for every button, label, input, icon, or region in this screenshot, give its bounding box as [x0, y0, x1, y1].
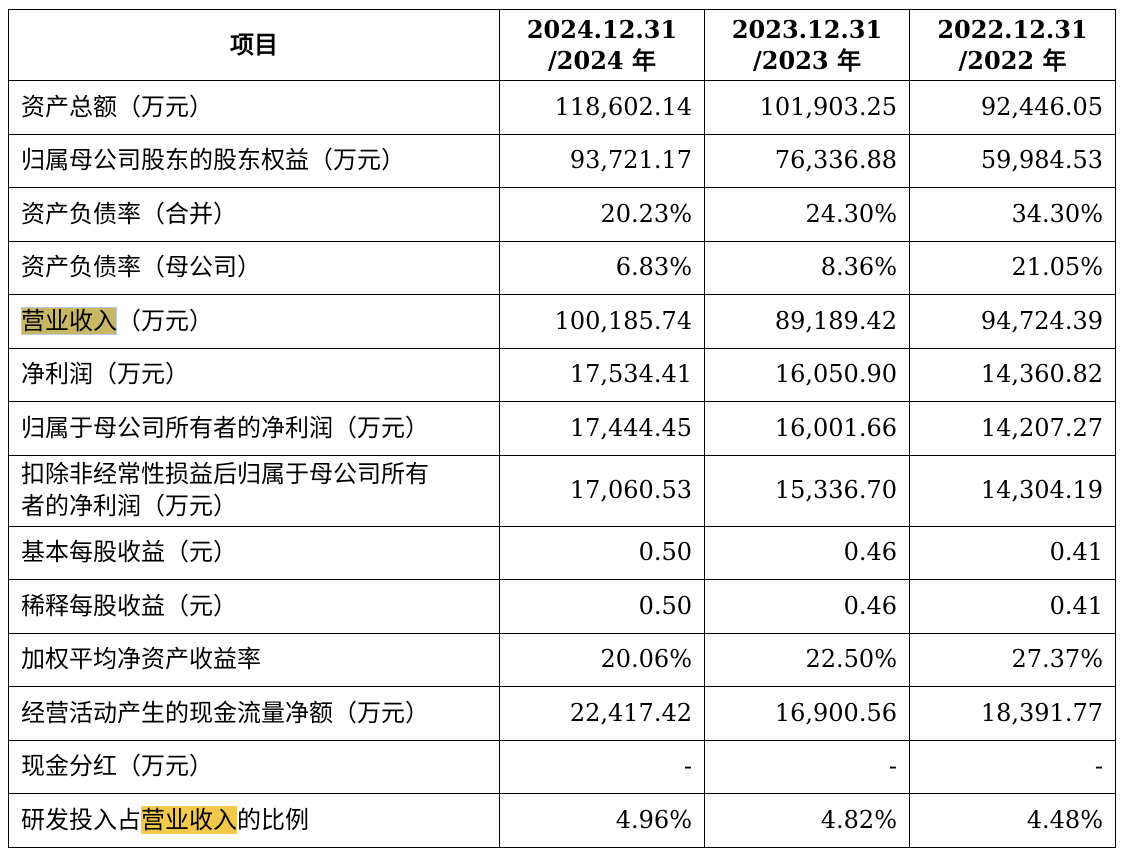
value-2024: 20.23% — [499, 187, 705, 242]
row-label: 资产总额（万元） — [8, 80, 500, 135]
table-row: 资产负债率（母公司） 6.83% 8.36% 21.05% — [8, 240, 1116, 295]
value-2024: 20.06% — [499, 632, 705, 687]
value-2022: 34.30% — [909, 187, 1116, 242]
table-row: 资产负债率（合并） 20.23% 24.30% 34.30% — [8, 187, 1116, 242]
value-2023: - — [704, 739, 910, 794]
table-row: 资产总额（万元） 118,602.14 101,903.25 92,446.05 — [8, 80, 1116, 135]
value-2023: 22.50% — [704, 632, 910, 687]
value-2022: 14,304.19 — [909, 454, 1116, 527]
row-label: 归属于母公司所有者的净利润（万元） — [8, 401, 500, 456]
header-2023: 2023.12.31 /2023 年 — [704, 9, 910, 81]
value-2023: 4.82% — [704, 793, 910, 848]
value-2024: 118,602.14 — [499, 80, 705, 135]
row-label: 营业收入（万元） — [8, 294, 500, 349]
table-row: 研发投入占营业收入的比例 4.96% 4.82% 4.48% — [8, 793, 1116, 848]
value-2022: 59,984.53 — [909, 133, 1116, 188]
highlighted-text[interactable]: 营业收入 — [141, 805, 237, 834]
value-2024: 4.96% — [499, 793, 705, 848]
row-label: 净利润（万元） — [8, 347, 500, 402]
table-row: 净利润（万元） 17,534.41 16,050.90 14,360.82 — [8, 347, 1116, 402]
value-2023: 8.36% — [704, 240, 910, 295]
value-2024: 22,417.42 — [499, 686, 705, 741]
row-label: 资产负债率（合并） — [8, 187, 500, 242]
value-2024: 100,185.74 — [499, 294, 705, 349]
value-2024: 0.50 — [499, 525, 705, 580]
value-2022: 21.05% — [909, 240, 1116, 295]
value-2024: 17,444.45 — [499, 401, 705, 456]
value-2022: 14,360.82 — [909, 347, 1116, 402]
highlighted-text[interactable]: 营业收入 — [21, 306, 117, 335]
row-label: 经营活动产生的现金流量净额（万元） — [8, 686, 500, 741]
value-2024: 0.50 — [499, 579, 705, 634]
row-label-prefix: 研发投入占 — [21, 805, 141, 834]
table-row: 加权平均净资产收益率 20.06% 22.50% 27.37% — [8, 632, 1116, 687]
header-2023-date: 2023.12.31 — [731, 14, 883, 44]
row-label: 扣除非经常性损益后归属于母公司所有 者的净利润（万元） — [8, 454, 500, 527]
table-header-row: 项目 2024.12.31 /2024 年 2023.12.31 /2023 年… — [8, 9, 1116, 81]
value-2023: 16,001.66 — [704, 401, 910, 456]
row-label-suffix: 的比例 — [237, 805, 309, 834]
header-2022: 2022.12.31 /2022 年 — [909, 9, 1116, 81]
row-label: 研发投入占营业收入的比例 — [8, 793, 500, 848]
value-2023: 101,903.25 — [704, 80, 910, 135]
value-2024: 93,721.17 — [499, 133, 705, 188]
table-row: 经营活动产生的现金流量净额（万元） 22,417.42 16,900.56 18… — [8, 686, 1116, 741]
value-2023: 16,900.56 — [704, 686, 910, 741]
value-2024: 17,534.41 — [499, 347, 705, 402]
table-row: 归属母公司股东的股东权益（万元） 93,721.17 76,336.88 59,… — [8, 133, 1116, 188]
header-2024-date: 2024.12.31 — [526, 14, 678, 44]
header-item: 项目 — [8, 9, 500, 81]
value-2022: 4.48% — [909, 793, 1116, 848]
row-label-suffix: （万元） — [117, 306, 213, 335]
header-2023-year: /2023 年 — [753, 46, 861, 75]
value-2022: 92,446.05 — [909, 80, 1116, 135]
value-2022: 0.41 — [909, 579, 1116, 634]
value-2022: 0.41 — [909, 525, 1116, 580]
financial-indicators-table: 项目 2024.12.31 /2024 年 2023.12.31 /2023 年… — [8, 9, 1116, 848]
value-2023: 0.46 — [704, 525, 910, 580]
value-2023: 0.46 — [704, 579, 910, 634]
value-2022: 27.37% — [909, 632, 1116, 687]
row-label-line1: 扣除非经常性损益后归属于母公司所有 — [21, 460, 429, 489]
table-row: 现金分红（万元） - - - — [8, 739, 1116, 794]
row-label: 归属母公司股东的股东权益（万元） — [8, 133, 500, 188]
value-2023: 76,336.88 — [704, 133, 910, 188]
financial-table-container: 项目 2024.12.31 /2024 年 2023.12.31 /2023 年… — [8, 9, 1116, 848]
row-label-line2: 者的净利润（万元） — [21, 491, 237, 520]
row-label: 基本每股收益（元） — [8, 525, 500, 580]
row-label: 现金分红（万元） — [8, 739, 500, 794]
row-label: 加权平均净资产收益率 — [8, 632, 500, 687]
row-label: 稀释每股收益（元） — [8, 579, 500, 634]
header-2022-date: 2022.12.31 — [937, 14, 1088, 44]
value-2023: 15,336.70 — [704, 454, 910, 527]
header-2022-year: /2022 年 — [958, 46, 1067, 75]
row-label: 资产负债率（母公司） — [8, 240, 500, 295]
value-2023: 24.30% — [704, 187, 910, 242]
header-item-label: 项目 — [230, 30, 278, 60]
value-2022: 94,724.39 — [909, 294, 1116, 349]
value-2023: 89,189.42 — [704, 294, 910, 349]
value-2024: 17,060.53 — [499, 454, 705, 527]
header-2024-year: /2024 年 — [548, 46, 656, 75]
table-row: 营业收入（万元） 100,185.74 89,189.42 94,724.39 — [8, 294, 1116, 349]
value-2024: - — [499, 739, 705, 794]
value-2024: 6.83% — [499, 240, 705, 295]
table-row: 基本每股收益（元） 0.50 0.46 0.41 — [8, 525, 1116, 580]
value-2022: 14,207.27 — [909, 401, 1116, 456]
table-row: 归属于母公司所有者的净利润（万元） 17,444.45 16,001.66 14… — [8, 401, 1116, 456]
table-row: 扣除非经常性损益后归属于母公司所有 者的净利润（万元） 17,060.53 15… — [8, 454, 1116, 527]
value-2022: - — [909, 739, 1116, 794]
header-2024: 2024.12.31 /2024 年 — [499, 9, 705, 81]
value-2022: 18,391.77 — [909, 686, 1116, 741]
value-2023: 16,050.90 — [704, 347, 910, 402]
table-row: 稀释每股收益（元） 0.50 0.46 0.41 — [8, 579, 1116, 634]
